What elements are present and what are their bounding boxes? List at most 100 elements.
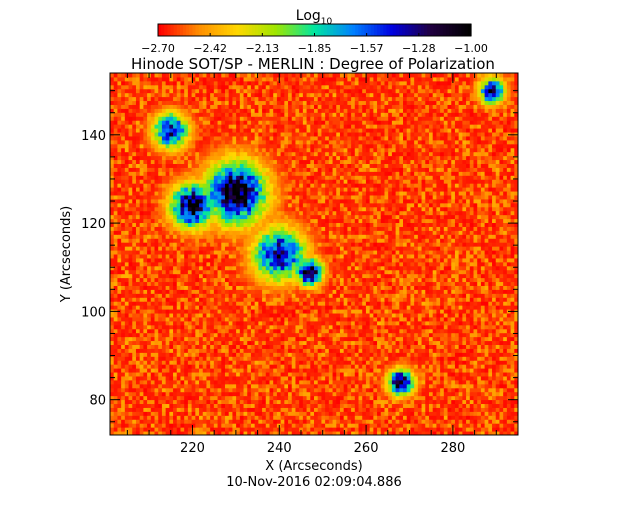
heatmap-cell <box>410 301 415 306</box>
heatmap-cell <box>499 395 504 401</box>
heatmap-cell <box>492 391 497 397</box>
heatmap-cell <box>503 348 508 353</box>
heatmap-cell <box>280 372 285 377</box>
heatmap-cell <box>250 257 256 263</box>
colorbar-segment <box>330 24 334 36</box>
heatmap-cell <box>247 285 252 290</box>
heatmap-cell <box>406 281 411 286</box>
heatmap-cell <box>358 265 363 271</box>
heatmap-cell <box>314 383 319 389</box>
heatmap-cell <box>236 265 241 271</box>
heatmap-cell <box>154 328 159 334</box>
heatmap-cell <box>273 423 278 428</box>
heatmap-cell <box>232 293 237 298</box>
heatmap-cell <box>495 316 500 322</box>
heatmap-cell <box>265 320 270 326</box>
heatmap-cell <box>440 383 445 389</box>
heatmap-cell <box>176 395 181 401</box>
heatmap-cell <box>336 356 341 361</box>
heatmap-cell <box>247 265 252 271</box>
heatmap-cell <box>280 379 285 385</box>
heatmap-cell <box>206 344 211 349</box>
heatmap-cell <box>239 403 245 408</box>
heatmap-cell <box>143 336 148 342</box>
heatmap-cell <box>417 356 423 361</box>
heatmap-cell <box>510 419 515 424</box>
heatmap-cell <box>384 419 389 424</box>
heatmap-cell <box>399 368 404 373</box>
heatmap-cell <box>440 273 445 279</box>
heatmap-cell <box>117 399 122 405</box>
heatmap-cell <box>399 309 404 314</box>
heatmap-cell <box>288 419 293 424</box>
heatmap-cell <box>154 297 159 302</box>
heatmap-cell <box>276 391 282 397</box>
heatmap-cell <box>388 379 393 385</box>
heatmap-cell <box>403 360 408 365</box>
heatmap-cell <box>236 336 241 342</box>
heatmap-cell <box>336 289 341 294</box>
heatmap-cell <box>291 375 296 381</box>
heatmap-cell <box>384 273 389 279</box>
heatmap-cell <box>358 383 363 389</box>
heatmap-cell <box>325 313 330 318</box>
heatmap-cell <box>477 336 482 342</box>
heatmap-cell <box>161 316 167 322</box>
heatmap-cell <box>302 336 308 342</box>
heatmap-cell <box>399 431 404 435</box>
heatmap-cell <box>158 328 163 334</box>
heatmap-cell <box>388 313 393 318</box>
heatmap-cell <box>247 332 252 338</box>
heatmap-cell <box>224 387 230 393</box>
heatmap-cell <box>199 427 204 432</box>
heatmap-cell <box>147 293 152 298</box>
heatmap-cell <box>295 269 300 275</box>
heatmap-cell <box>247 372 252 377</box>
heatmap-cell <box>391 340 397 345</box>
heatmap-cell <box>247 348 252 353</box>
heatmap-cell <box>154 305 159 310</box>
heatmap-cell <box>443 419 449 424</box>
heatmap-cell <box>343 301 348 306</box>
heatmap-cell <box>210 316 215 322</box>
heatmap-cell <box>232 285 237 290</box>
heatmap-cell <box>317 395 322 401</box>
heatmap-cell <box>121 265 126 271</box>
heatmap-cell <box>428 285 434 290</box>
heatmap-cell <box>202 273 207 279</box>
heatmap-cell <box>199 360 204 365</box>
heatmap-cell <box>262 356 267 361</box>
heatmap-cell <box>462 372 467 377</box>
colorbar-segment <box>445 24 450 36</box>
heatmap-cell <box>191 399 196 405</box>
heatmap-cell <box>321 352 326 357</box>
heatmap-cell <box>462 285 467 290</box>
heatmap-cell <box>314 379 319 385</box>
heatmap-cell <box>414 423 419 428</box>
heatmap-cell <box>206 285 211 290</box>
heatmap-cell <box>314 281 319 286</box>
heatmap-cell <box>310 360 315 365</box>
heatmap-cell <box>406 297 411 302</box>
heatmap-cell <box>184 395 189 401</box>
heatmap-cell <box>217 281 222 286</box>
heatmap-cell <box>158 301 163 306</box>
heatmap-cell <box>480 431 486 435</box>
heatmap-cell <box>503 431 508 435</box>
heatmap-cell <box>165 419 170 424</box>
heatmap-cell <box>325 340 330 345</box>
heatmap-cell <box>284 368 289 373</box>
heatmap-cell <box>254 297 259 302</box>
heatmap-cell <box>269 265 274 271</box>
heatmap-cell <box>191 364 196 369</box>
heatmap-cell <box>377 383 382 389</box>
heatmap-cell <box>247 356 252 361</box>
heatmap-cell <box>310 281 315 286</box>
heatmap-cell <box>280 344 285 349</box>
heatmap-cell <box>436 301 441 306</box>
heatmap-cell <box>262 344 267 349</box>
heatmap-cell <box>291 383 296 389</box>
heatmap-cell <box>295 265 300 271</box>
heatmap-cell <box>388 368 393 373</box>
heatmap-cell <box>503 273 508 279</box>
